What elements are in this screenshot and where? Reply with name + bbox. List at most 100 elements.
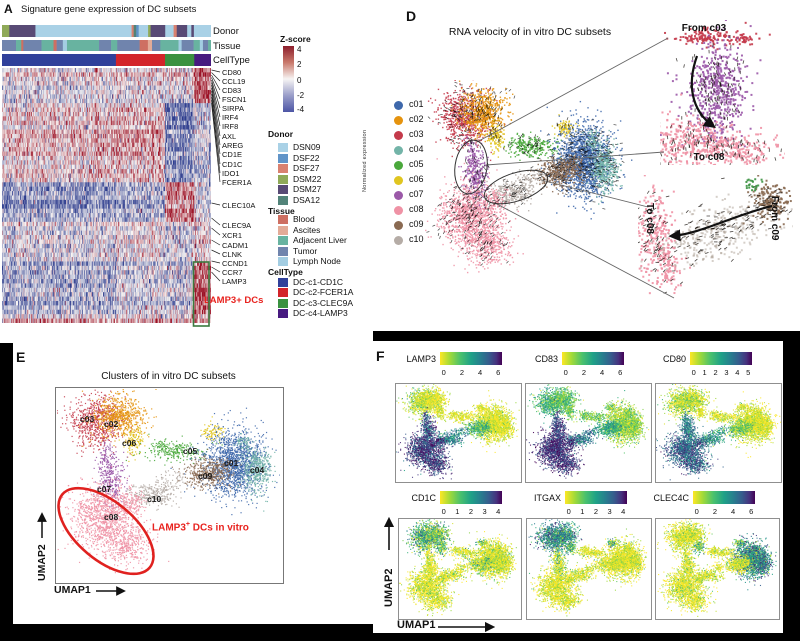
legend-chip-dsn09 bbox=[278, 143, 288, 152]
zscore-tick: 0 bbox=[297, 76, 302, 85]
feature-colorbar-tick: 6 bbox=[496, 368, 501, 377]
feature-colorbar-tick: 0 bbox=[691, 368, 696, 377]
legend-chip-dc-c1-cd1c bbox=[278, 278, 288, 287]
umap-cluster-label-c03: c03 bbox=[80, 414, 95, 424]
gene-label-fscn1: FSCN1 bbox=[222, 95, 247, 104]
cluster-legend-dot-c10 bbox=[394, 235, 403, 245]
gene-label-cadm1: CADM1 bbox=[222, 241, 249, 250]
gene-label-cd1c: CD1C bbox=[222, 160, 243, 169]
legend-chip-dc-c4-lamp3 bbox=[278, 308, 288, 318]
feature-colorbar-tick: 5 bbox=[746, 368, 751, 377]
feature-colorbar-tick: 0 bbox=[694, 507, 699, 516]
feature-plot-box-lamp3 bbox=[395, 383, 522, 483]
umap-cluster-label-c05: c05 bbox=[183, 446, 198, 456]
feature-colorbar-tick: 1 bbox=[702, 368, 707, 377]
gene-label-sirpa: SIRPA bbox=[222, 104, 244, 113]
legend-label-dsm27: DSM27 bbox=[293, 184, 322, 194]
gene-label-clec10a: CLEC10A bbox=[222, 201, 256, 210]
feature-colorbar-tick: 0 bbox=[441, 507, 446, 516]
zscore-legend-title: Z-score bbox=[280, 34, 311, 44]
feature-colorbar-cd1c bbox=[440, 491, 502, 504]
normalized-expression-axis-label: Normalized expression bbox=[362, 129, 368, 192]
cluster-legend-label-c02: c02 bbox=[409, 114, 424, 124]
legend-chip-dc-c3-clec9a bbox=[278, 298, 288, 308]
zscore-tick: -2 bbox=[297, 91, 305, 100]
gene-label-fcer1a: FCER1A bbox=[222, 178, 252, 187]
feature-colorbar-tick: 4 bbox=[621, 507, 626, 516]
gene-label-clnk: CLNK bbox=[222, 250, 243, 259]
feature-colorbar-tick: 4 bbox=[496, 507, 501, 516]
legend-chip-dsf22 bbox=[278, 153, 288, 163]
cluster-legend-dot-c07 bbox=[394, 190, 403, 200]
legend-label-dc-c1-cd1c: DC-c1-CD1C bbox=[293, 277, 344, 287]
feature-gene-label-cd80: CD80 bbox=[662, 354, 686, 364]
gene-label-ccl19: CCL19 bbox=[222, 77, 246, 86]
umap-cluster-label-c01: c01 bbox=[224, 458, 239, 468]
legend-label-dc-c2-fcer1a: DC-c2-FCER1A bbox=[293, 287, 354, 298]
gene-label-ccnd1: CCND1 bbox=[222, 259, 248, 268]
umap-cluster-label-c04: c04 bbox=[250, 465, 265, 475]
gene-tick-lines bbox=[211, 69, 221, 282]
cluster-legend-dot-c04 bbox=[394, 145, 403, 155]
gene-label-clec9a: CLEC9A bbox=[222, 221, 252, 230]
feature-colorbar-tick: 2 bbox=[712, 507, 717, 516]
gene-label-ccr7: CCR7 bbox=[222, 268, 243, 277]
lamp3-callout: LAMP3+ DCs bbox=[204, 295, 264, 306]
panel-e-xlabel: UMAP1 bbox=[54, 584, 91, 596]
legend-chip-lymph-node bbox=[278, 257, 288, 266]
panel-e-title: Clusters of in vitro DC subsets bbox=[101, 371, 236, 382]
feature-plot-canvas-lamp3 bbox=[396, 384, 521, 482]
legend-chip-adjacent-liver bbox=[278, 236, 288, 245]
feature-colorbar-tick: 6 bbox=[618, 368, 623, 377]
feature-gene-label-cd83: CD83 bbox=[534, 354, 558, 364]
feature-colorbar-tick: 2 bbox=[468, 507, 474, 516]
umap-cluster-label-c10: c10 bbox=[147, 494, 162, 504]
panel-d-label: D bbox=[406, 8, 417, 24]
gene-label-axl: AXL bbox=[222, 132, 237, 141]
umap-cluster-label-c06: c06 bbox=[122, 438, 137, 448]
frame-stripe-left bbox=[0, 343, 13, 641]
inset-from-c03-canvas bbox=[660, 20, 785, 165]
cluster-legend-label-c06: c06 bbox=[409, 174, 424, 184]
cluster-legend-dot-c05 bbox=[394, 160, 403, 170]
panel-f-xlabel: UMAP1 bbox=[397, 619, 436, 631]
legend-chip-tumor bbox=[278, 246, 288, 256]
legend-label-dsf22: DSF22 bbox=[293, 152, 320, 163]
zscore-colorbar bbox=[283, 46, 294, 112]
frame-bar-bottom-right bbox=[373, 633, 800, 641]
gene-label-ido1: IDO1 bbox=[222, 169, 240, 178]
umap-cluster-label-c08: c08 bbox=[104, 512, 119, 522]
feature-gene-label-clec4c: CLEC4C bbox=[653, 493, 689, 503]
gene-label-cd83: CD83 bbox=[222, 86, 242, 95]
feature-colorbar-tick: 0 bbox=[441, 368, 446, 377]
zscore-tick: 2 bbox=[297, 60, 302, 69]
inset-bottom-to-label: To c08 bbox=[644, 203, 655, 234]
feature-colorbar-itgax bbox=[565, 491, 627, 504]
gene-label-lamp3: LAMP3 bbox=[222, 277, 247, 286]
feature-colorbar-tick: 4 bbox=[477, 368, 483, 377]
feature-gene-label-cd1c: CD1C bbox=[411, 493, 436, 503]
panel-a-label: A bbox=[4, 2, 13, 16]
cluster-legend-dot-c06 bbox=[394, 175, 403, 185]
annotation-label-donor: Donor bbox=[213, 26, 239, 37]
feature-colorbar-cd83 bbox=[562, 352, 624, 365]
feature-plot-box-clec4c bbox=[655, 518, 780, 620]
feature-colorbar-tick: 2 bbox=[713, 368, 718, 377]
feature-colorbar-cd80 bbox=[690, 352, 752, 365]
panel-e-label: E bbox=[16, 349, 26, 365]
legend-label-dsn09: DSN09 bbox=[293, 142, 321, 152]
panel-a-title: Signature gene expression of DC subsets bbox=[21, 4, 197, 15]
legend-label-dsa12: DSA12 bbox=[293, 194, 320, 205]
feature-colorbar-tick: 4 bbox=[735, 368, 740, 377]
cluster-legend-label-c10: c10 bbox=[409, 234, 424, 244]
panel-f-ylabel: UMAP2 bbox=[383, 568, 395, 607]
cluster-legend-dot-c03 bbox=[394, 130, 403, 140]
cluster-legend-label-c08: c08 bbox=[409, 204, 424, 214]
feature-plot-canvas-cd83 bbox=[526, 384, 651, 482]
cluster-legend-label-c04: c04 bbox=[409, 144, 424, 154]
cluster-legend-label-c09: c09 bbox=[409, 219, 424, 229]
panel-f-label: F bbox=[376, 348, 385, 364]
gene-label-irf8: IRF8 bbox=[222, 122, 239, 131]
feature-plot-canvas-itgax bbox=[527, 519, 651, 619]
